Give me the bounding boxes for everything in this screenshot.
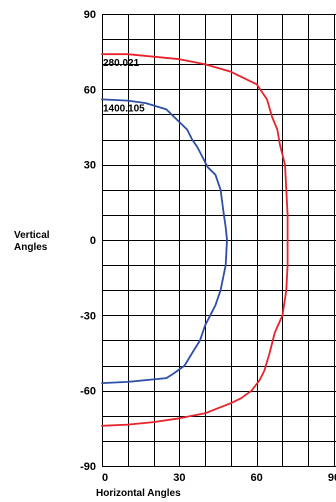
x-tick-label: 30 — [173, 472, 185, 484]
y-tick-label: 30 — [84, 160, 96, 172]
x-axis-label: Horizontal Angles — [96, 488, 181, 499]
x-tick-label: 60 — [251, 472, 263, 484]
y-tick-label: -90 — [80, 461, 96, 473]
series-line-2 — [101, 98, 228, 384]
y-tick-label: 90 — [84, 9, 96, 21]
y-tick-label: 60 — [84, 84, 96, 96]
y-tick-label: -60 — [80, 386, 96, 398]
y-axis-label-line-2: Angles — [14, 242, 48, 253]
series-label-2: 1400.105 — [103, 103, 145, 114]
chart-grid — [102, 14, 336, 467]
y-axis-label-line-1: Vertical — [14, 230, 50, 241]
series-line-1 — [101, 53, 289, 427]
tick-labels: 90 60 30 0 -30 -60 -90 0 30 60 90 — [80, 9, 336, 484]
x-tick-label: 0 — [102, 472, 108, 484]
series-label-1: 280.021 — [103, 58, 140, 69]
x-tick-label: 90 — [328, 472, 336, 484]
y-tick-label: 0 — [90, 235, 96, 247]
series-layer — [101, 53, 289, 427]
series-labels: 280.021 1400.105 — [103, 58, 145, 114]
y-tick-label: -30 — [80, 310, 96, 322]
